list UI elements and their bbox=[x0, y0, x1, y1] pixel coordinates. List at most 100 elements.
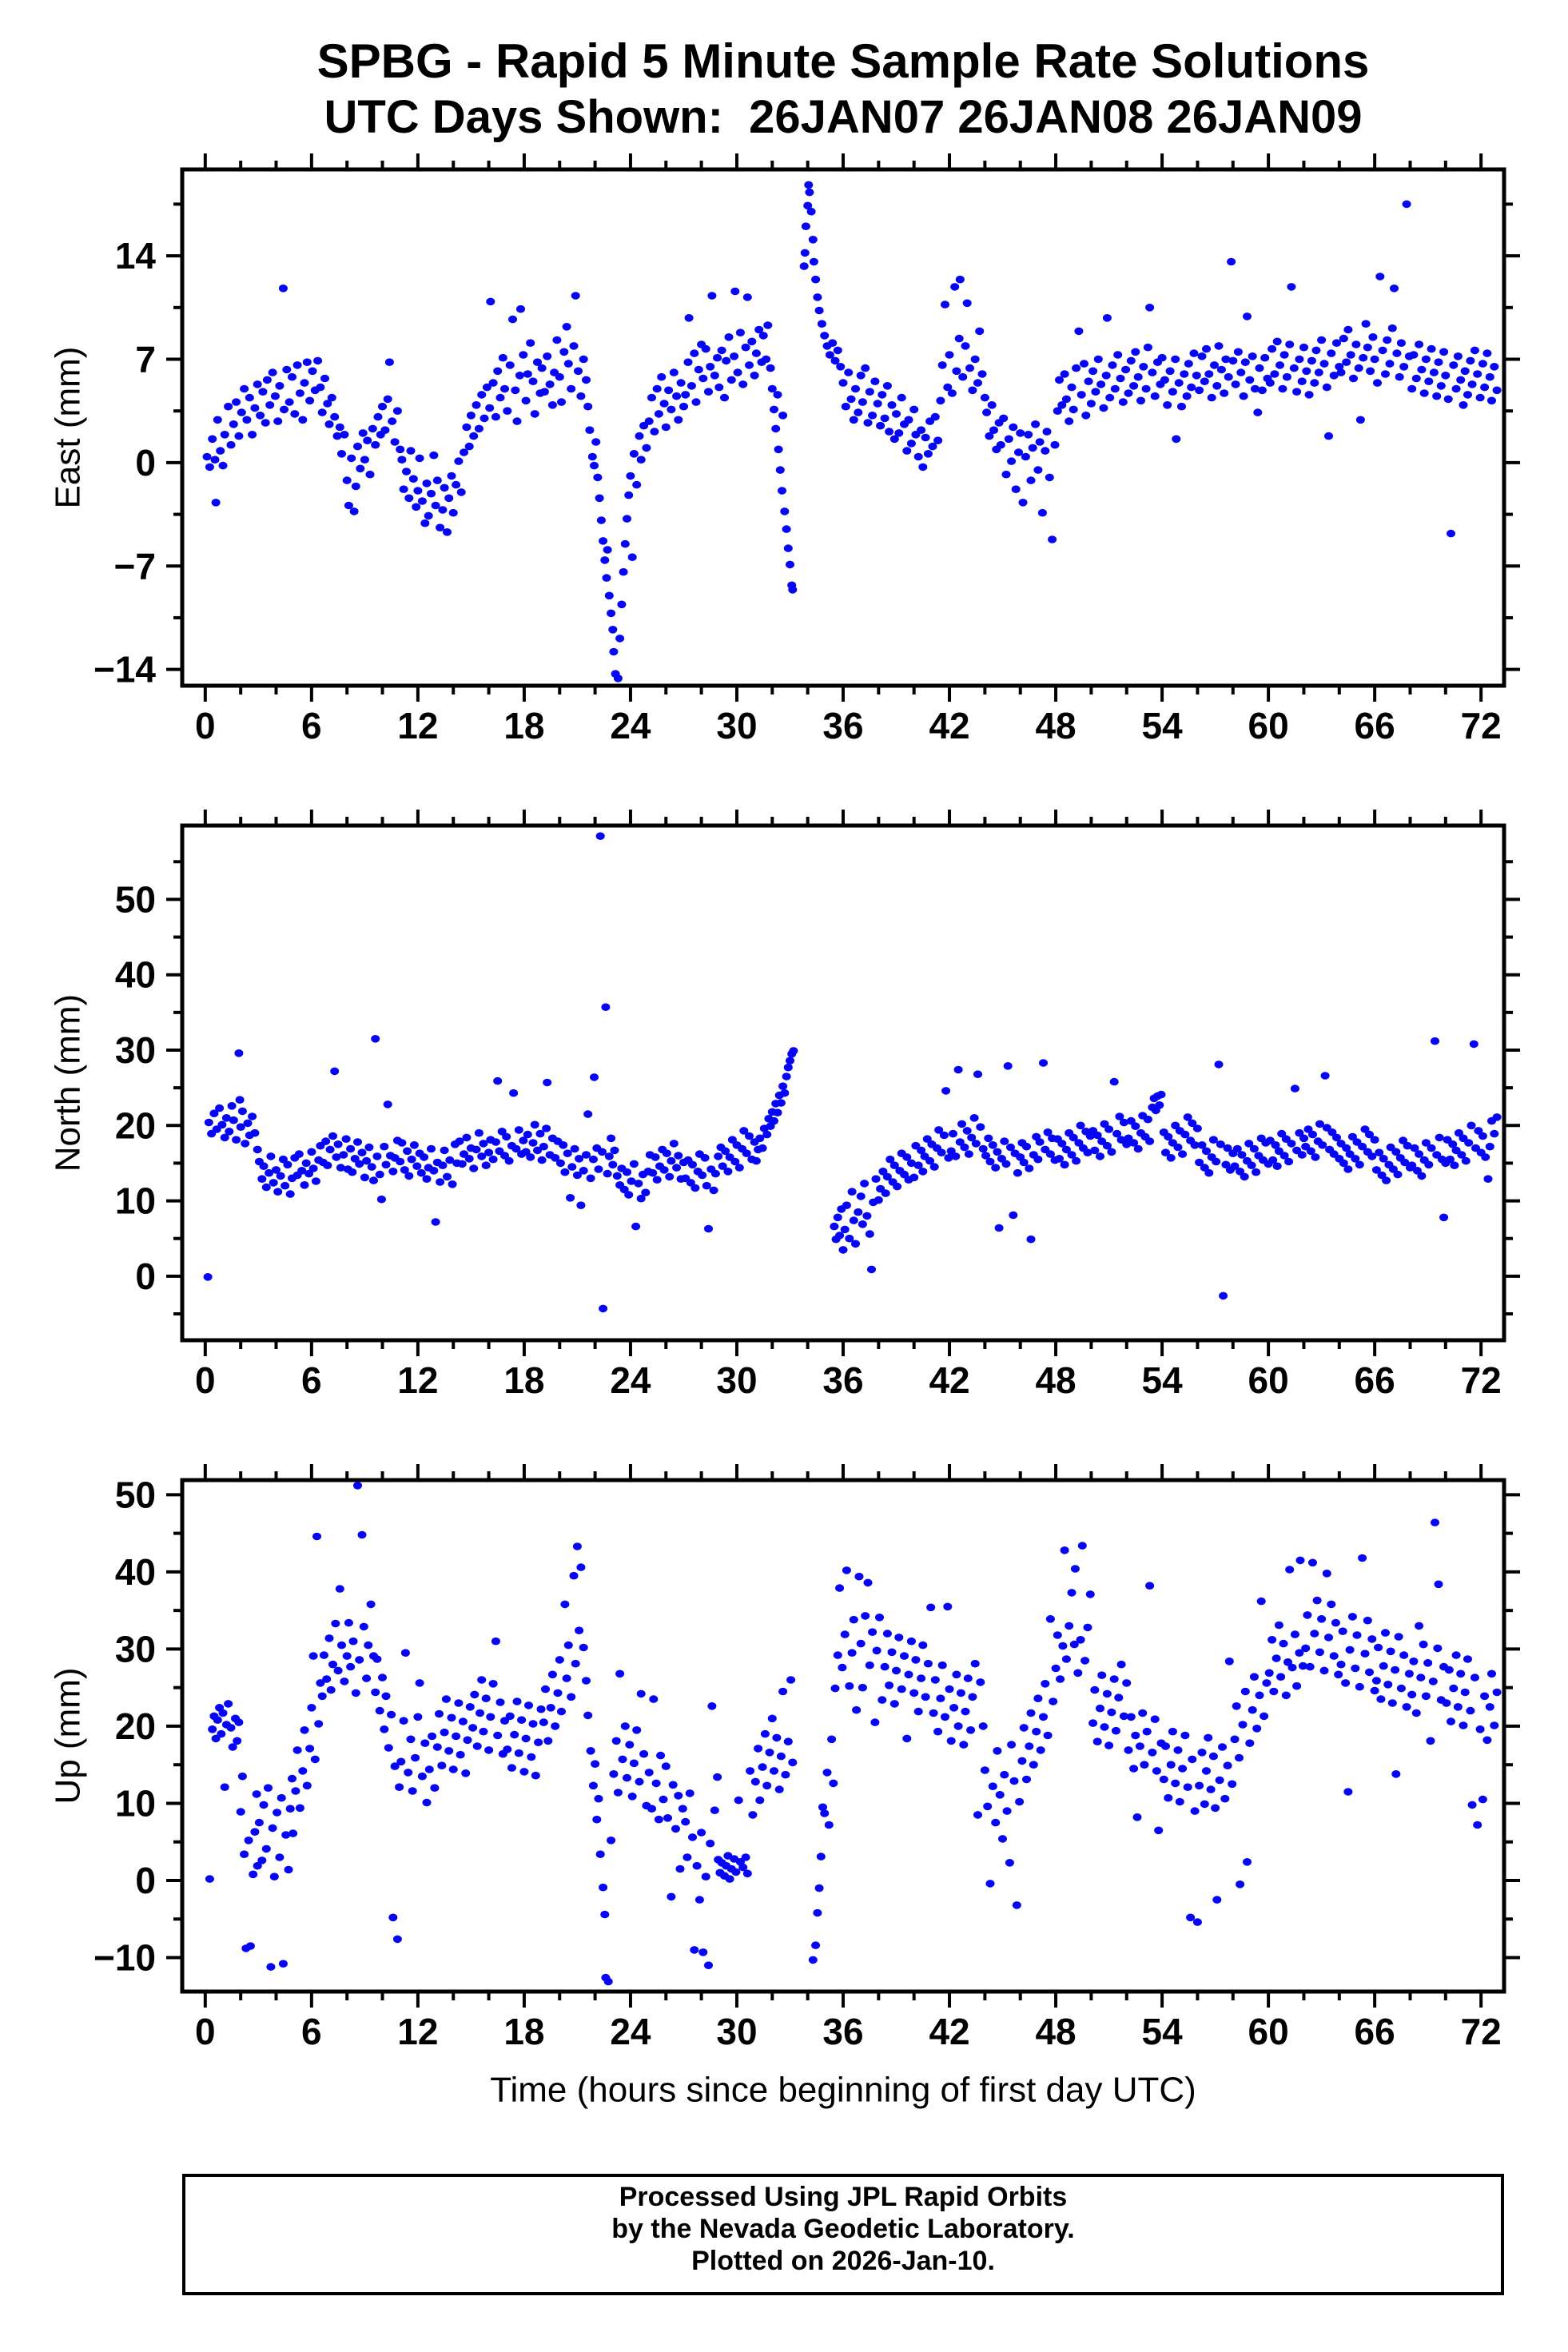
scatter-point bbox=[448, 1180, 457, 1188]
x-tick-label: 30 bbox=[716, 2011, 757, 2052]
scatter-point bbox=[860, 1180, 870, 1188]
scatter-point bbox=[921, 433, 930, 442]
scatter-point bbox=[269, 1872, 279, 1880]
scatter-point bbox=[1481, 1153, 1490, 1161]
scatter-point bbox=[731, 1868, 741, 1876]
scatter-point bbox=[934, 1126, 944, 1134]
scatter-point bbox=[1299, 343, 1308, 352]
scatter-point bbox=[718, 1162, 727, 1170]
scatter-point bbox=[1182, 392, 1192, 400]
scatter-point bbox=[555, 1656, 564, 1664]
scatter-point bbox=[285, 1805, 295, 1813]
scatter-point bbox=[800, 249, 810, 257]
x-tick-label: 24 bbox=[610, 705, 651, 746]
scatter-point bbox=[631, 1222, 641, 1231]
scatter-point bbox=[1417, 365, 1427, 374]
y-tick-label: −14 bbox=[94, 649, 156, 690]
scatter-point bbox=[1283, 1658, 1292, 1666]
scatter-point bbox=[503, 1745, 512, 1753]
scatter-point bbox=[733, 368, 742, 376]
scatter-point bbox=[625, 1741, 635, 1749]
scatter-point bbox=[1421, 355, 1431, 364]
scatter-point bbox=[1148, 368, 1157, 376]
scatter-point bbox=[399, 1717, 408, 1725]
scatter-point bbox=[342, 476, 352, 484]
scatter-point bbox=[324, 420, 334, 428]
scatter-point bbox=[519, 1136, 528, 1144]
scatter-point bbox=[1043, 1731, 1053, 1740]
scatter-point bbox=[880, 1662, 889, 1671]
scatter-point bbox=[1279, 1639, 1288, 1648]
scatter-point bbox=[430, 1784, 440, 1792]
scatter-point bbox=[1088, 367, 1098, 376]
scatter-point bbox=[1352, 1631, 1362, 1639]
scatter-point bbox=[685, 1789, 694, 1797]
scatter-point bbox=[930, 1676, 940, 1684]
scatter-point bbox=[360, 456, 369, 464]
scatter-point bbox=[248, 431, 257, 439]
scatter-point bbox=[378, 402, 387, 411]
scatter-point bbox=[1238, 1721, 1248, 1729]
scatter-point bbox=[462, 423, 472, 432]
scatter-point bbox=[887, 1648, 897, 1657]
scatter-point bbox=[1233, 348, 1243, 356]
scatter-point bbox=[373, 412, 383, 421]
scatter-point bbox=[1427, 1144, 1436, 1152]
scatter-point bbox=[288, 1774, 296, 1783]
scatter-point bbox=[967, 1133, 977, 1142]
scatter-point bbox=[928, 442, 937, 451]
scatter-point bbox=[962, 1127, 972, 1135]
scatter-point bbox=[813, 293, 822, 301]
scatter-point bbox=[1456, 376, 1466, 384]
scatter-point bbox=[268, 368, 277, 376]
scatter-point bbox=[1026, 1235, 1036, 1244]
scatter-point bbox=[1248, 352, 1257, 360]
scatter-point bbox=[1183, 1783, 1192, 1791]
scatter-point bbox=[1247, 1161, 1256, 1169]
scatter-point bbox=[601, 1003, 611, 1011]
figure-title-line2: UTC Days Shown: 26JAN07 26JAN08 26JAN09 bbox=[324, 91, 1363, 143]
scatter-point bbox=[576, 392, 586, 400]
scatter-point bbox=[767, 1714, 777, 1723]
scatter-point bbox=[1475, 1725, 1485, 1733]
scatter-point bbox=[1342, 358, 1351, 367]
scatter-point bbox=[770, 405, 778, 414]
scatter-point bbox=[486, 1713, 495, 1721]
x-tick-label: 60 bbox=[1248, 2011, 1289, 2052]
y-axis-title-north: North (mm) bbox=[49, 994, 88, 1172]
scatter-point bbox=[1006, 1143, 1015, 1152]
scatter-point bbox=[776, 1099, 786, 1107]
scatter-point bbox=[1019, 1158, 1029, 1167]
scatter-point bbox=[1202, 1147, 1211, 1156]
scatter-point bbox=[1212, 382, 1222, 390]
scatter-point bbox=[1228, 1780, 1237, 1789]
scatter-point bbox=[1301, 1644, 1311, 1653]
scatter-point bbox=[278, 1960, 288, 1968]
scatter-point bbox=[457, 1160, 467, 1168]
scatter-point bbox=[583, 1110, 593, 1118]
scatter-point bbox=[878, 391, 887, 399]
scatter-point bbox=[762, 355, 771, 364]
scatter-point bbox=[1171, 355, 1180, 364]
scatter-point bbox=[1184, 360, 1193, 368]
scatter-point bbox=[970, 1659, 980, 1668]
scatter-point bbox=[1235, 1753, 1244, 1762]
scatter-point bbox=[1255, 1691, 1264, 1700]
y-tick-label: −7 bbox=[114, 545, 156, 587]
scatter-point bbox=[1212, 1896, 1222, 1904]
scatter-point bbox=[684, 314, 694, 322]
scatter-point bbox=[234, 432, 244, 440]
scatter-point bbox=[964, 1150, 973, 1158]
scatter-point bbox=[485, 404, 495, 412]
scatter-point bbox=[295, 1804, 304, 1813]
scatter-point bbox=[945, 1685, 954, 1693]
scatter-point bbox=[1334, 1670, 1343, 1679]
scatter-point bbox=[657, 372, 667, 381]
scatter-point bbox=[724, 333, 734, 341]
scatter-point bbox=[328, 1132, 337, 1140]
scatter-point bbox=[758, 1144, 767, 1152]
scatter-point bbox=[517, 1716, 527, 1724]
scatter-point bbox=[1124, 389, 1133, 397]
scatter-point bbox=[1202, 1767, 1211, 1775]
scatter-point bbox=[939, 1131, 949, 1140]
